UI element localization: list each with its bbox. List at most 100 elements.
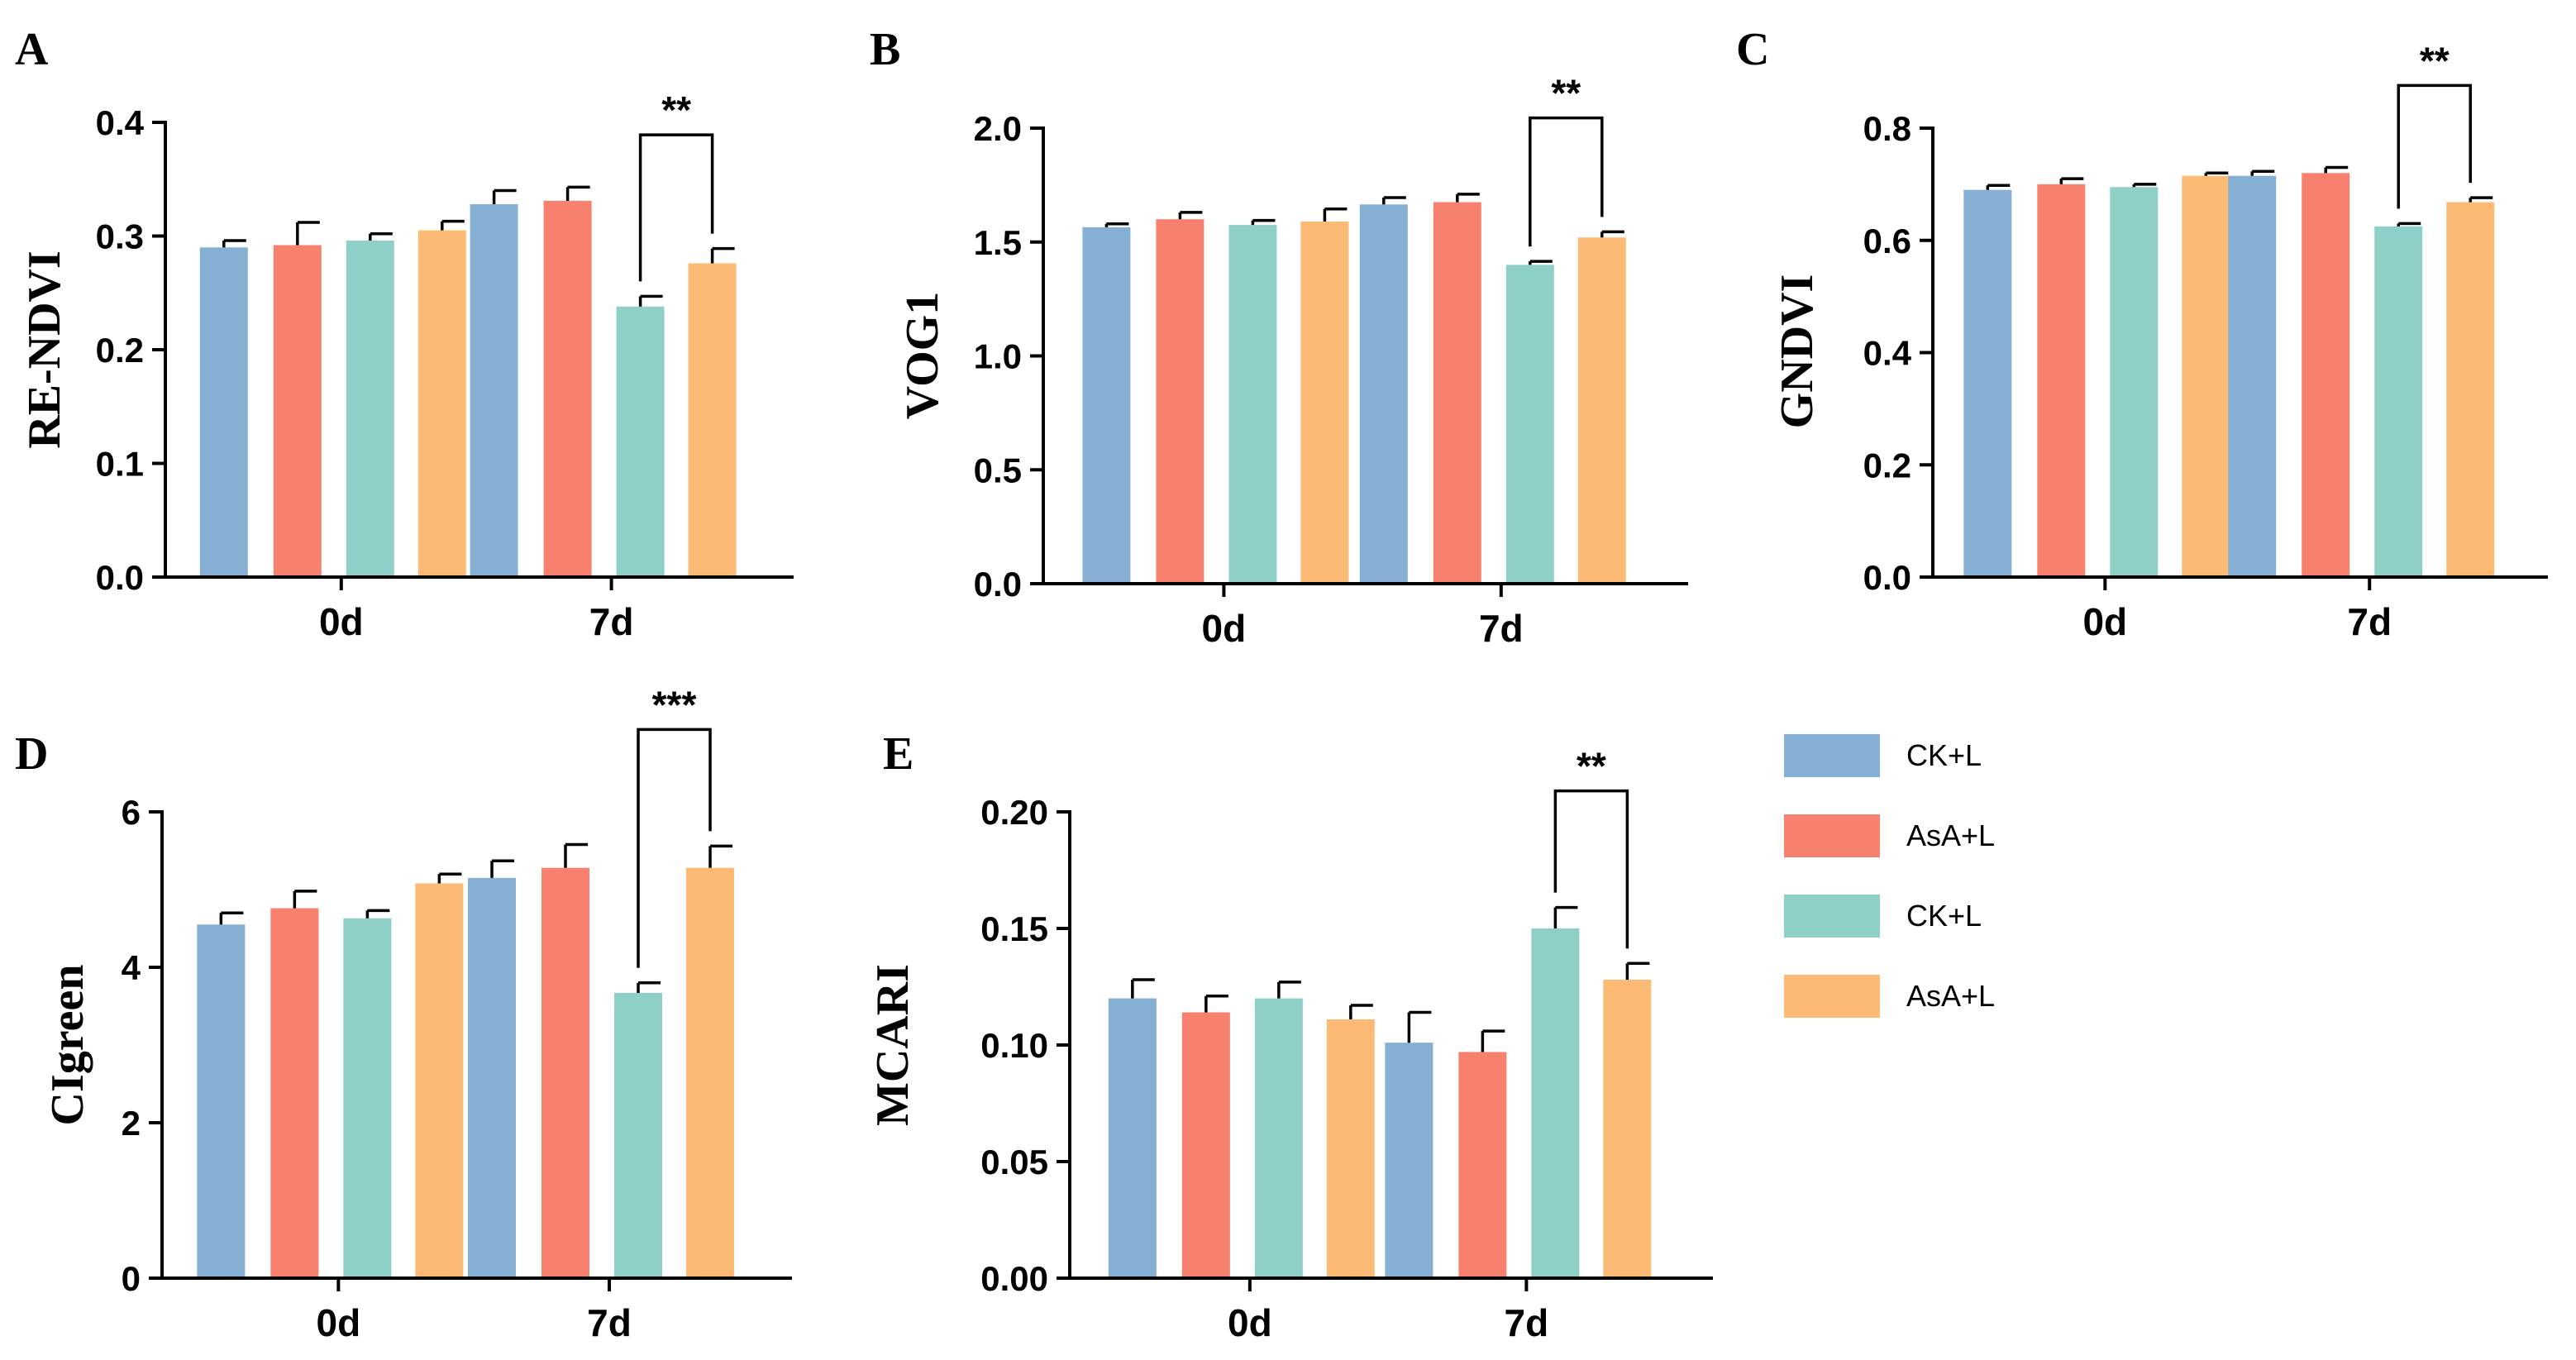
x-tick-label: 0d: [317, 1301, 361, 1344]
x-tick-label: 0d: [1228, 1301, 1272, 1344]
significance-label: **: [1551, 72, 1581, 115]
legend-item: CK+L: [1784, 734, 1982, 777]
y-tick-label: 0.10: [980, 1026, 1048, 1065]
y-tick-label: 0.4: [1863, 334, 1912, 373]
bar: [1300, 221, 1349, 582]
chart-panel-d: D CIgreen 0 2 4 6 0d 7d ***: [15, 683, 792, 1344]
panel-letter: C: [1736, 24, 1769, 75]
bar: [1505, 265, 1554, 582]
y-tick-label: 0.4: [96, 103, 145, 142]
bar: [2228, 175, 2277, 575]
y-tick-label: 0.5: [974, 451, 1022, 489]
bar: [1385, 1043, 1433, 1276]
bar: [686, 867, 735, 1276]
significance-bracket: [637, 728, 712, 968]
bar: [688, 263, 737, 575]
bar: [543, 200, 592, 575]
bar: [614, 993, 663, 1276]
panel-letter: E: [883, 728, 914, 780]
y-tick-label: 0.1: [96, 445, 144, 484]
significance-label: **: [2420, 39, 2450, 82]
bar: [2374, 226, 2423, 575]
significance-bracket: [1529, 116, 1604, 247]
legend-item: AsA+L: [1784, 975, 1995, 1018]
y-tick-label: 0.3: [96, 217, 144, 256]
y-axis-label: MCARI: [867, 964, 918, 1126]
bar: [2182, 175, 2230, 575]
x-tick-label: 7d: [587, 1301, 632, 1344]
y-tick-label: 0.2: [96, 331, 144, 370]
bar: [197, 924, 246, 1276]
bar: [616, 306, 665, 575]
significance-bracket: [2397, 84, 2472, 209]
y-tick-label: 0.6: [1863, 222, 1911, 260]
y-tick-label: 1.0: [974, 337, 1022, 376]
y-tick-label: 2.0: [974, 109, 1022, 148]
legend-swatch: [1784, 814, 1880, 857]
bar: [1108, 998, 1157, 1276]
bar: [1963, 189, 2012, 575]
bar: [1082, 227, 1131, 582]
bar: [1433, 202, 1481, 582]
y-tick-label: 0.8: [1863, 109, 1911, 148]
bar: [470, 204, 518, 575]
legend-swatch: [1784, 895, 1880, 938]
bar: [343, 918, 392, 1276]
panel-letter: D: [15, 728, 48, 780]
y-tick-label: 0.0: [974, 565, 1022, 604]
legend-swatch: [1784, 734, 1880, 777]
legend-label: CK+L: [1906, 899, 1982, 933]
bar: [415, 883, 464, 1276]
y-axis-label: VOG1: [897, 292, 948, 419]
chart-panel-b: B VOG1 0.0 0.5 1.0 1.5 2.0 0d 7d **: [870, 24, 1688, 650]
y-axis-label: GNDVI: [1772, 274, 1823, 429]
y-axis-label: RE-NDVI: [19, 251, 70, 449]
chart-panel-e: E MCARI 0.00 0.05 0.10 0.15 0.20 0d 7d **: [867, 728, 1713, 1344]
bar: [1326, 1019, 1375, 1276]
bar: [1254, 998, 1303, 1276]
chart-panels: A RE-NDVI 0.0 0.1 0.2 0.3 0.4 0d 7d ** B VOG1 0.0 0.5…: [15, 24, 2548, 1344]
bar: [270, 908, 319, 1276]
bar: [2110, 187, 2159, 576]
bar: [1603, 980, 1652, 1276]
y-tick-label: 6: [122, 793, 141, 832]
bar: [1181, 1012, 1230, 1276]
legend: CK+L AsA+L CK+L AsA+L: [1784, 734, 1995, 1018]
legend-item: CK+L: [1784, 895, 1982, 938]
y-tick-label: 1.5: [974, 223, 1022, 262]
bar: [199, 247, 248, 575]
legend-label: AsA+L: [1906, 818, 1995, 852]
y-tick-label: 0.05: [980, 1143, 1048, 1181]
y-tick-label: 2: [122, 1104, 141, 1143]
y-tick-label: 0.0: [1863, 558, 1911, 597]
y-tick-label: 0.20: [980, 793, 1048, 832]
bar: [541, 867, 590, 1276]
bar: [1359, 204, 1408, 583]
y-tick-label: 0.0: [96, 558, 144, 597]
bar: [2037, 184, 2086, 575]
bar: [1531, 928, 1580, 1276]
bar: [2446, 202, 2495, 575]
y-tick-label: 0.00: [980, 1259, 1048, 1298]
y-tick-label: 0.15: [980, 909, 1048, 948]
bar: [2302, 173, 2350, 576]
bar: [346, 241, 394, 575]
bar: [1458, 1052, 1507, 1276]
panel-letter: B: [870, 24, 900, 75]
x-tick-label: 7d: [1479, 607, 1524, 650]
chart-panel-a: A RE-NDVI 0.0 0.1 0.2 0.3 0.4 0d 7d **: [15, 24, 794, 643]
bar: [1156, 219, 1205, 582]
y-tick-label: 4: [122, 948, 141, 987]
bar: [273, 245, 322, 575]
significance-bracket: [1553, 789, 1629, 949]
legend-label: AsA+L: [1906, 979, 1995, 1013]
x-tick-label: 7d: [2347, 600, 2392, 643]
significance-label: **: [1577, 745, 1606, 788]
x-tick-label: 7d: [1505, 1301, 1549, 1344]
x-tick-label: 0d: [2082, 600, 2127, 643]
legend-item: AsA+L: [1784, 814, 1995, 857]
legend-label: CK+L: [1906, 738, 1982, 772]
legend-swatch: [1784, 975, 1880, 1018]
y-tick-label: 0.2: [1863, 446, 1911, 484]
